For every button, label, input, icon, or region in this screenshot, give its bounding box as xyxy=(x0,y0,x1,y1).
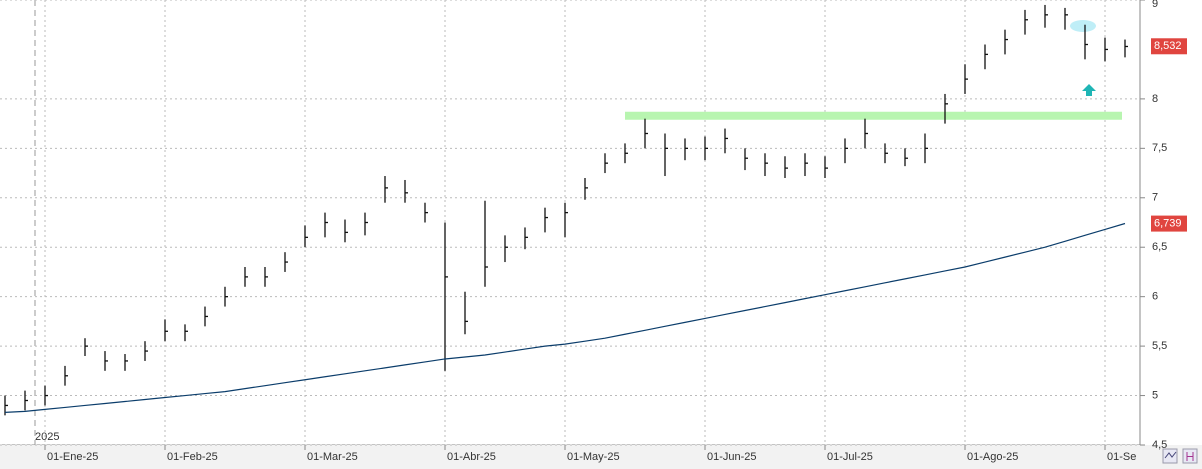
y-tick-label: 6 xyxy=(1152,291,1158,303)
icon xyxy=(1164,451,1177,459)
arrow-annotation xyxy=(1082,84,1096,96)
last-value-box xyxy=(1151,215,1187,232)
x-tick-label: 01-Se xyxy=(1107,451,1136,463)
zoom-button[interactable] xyxy=(1162,448,1178,464)
x-tick-label: 01-Ene-25 xyxy=(47,451,98,463)
moving-average xyxy=(4,222,1126,413)
last-value-label: 8,532 xyxy=(1154,40,1182,52)
x-tick-label: 01-Mar-25 xyxy=(307,451,358,463)
y-tick-label: 5 xyxy=(1152,389,1158,401)
last-value-box xyxy=(1151,38,1187,55)
x-tick-label: 01-May-25 xyxy=(567,451,620,463)
x-tick-label: 01-Jun-25 xyxy=(707,451,757,463)
highlight-ellipse xyxy=(1070,20,1096,32)
x-tick-label: 01-Jul-25 xyxy=(827,451,873,463)
date-strip xyxy=(0,445,1202,469)
x-tick-label: 01-Abr-25 xyxy=(447,451,496,463)
y-tick-label: 9 xyxy=(1152,0,1158,10)
x-tick-label: 01-Feb-25 xyxy=(167,451,218,463)
year-label: 2025 xyxy=(35,431,59,443)
icon xyxy=(1186,452,1194,461)
y-tick-label: 5,5 xyxy=(1152,340,1167,352)
y-tick-label: 4,5 xyxy=(1152,439,1167,451)
last-value-label: 6,739 xyxy=(1154,217,1182,229)
y-tick-label: 7,5 xyxy=(1152,142,1167,154)
y-tick-label: 6,5 xyxy=(1152,241,1167,253)
x-tick-label: 01-Ago-25 xyxy=(967,451,1018,463)
y-tick-label: 8 xyxy=(1152,93,1158,105)
y-tick-label: 7 xyxy=(1152,192,1158,204)
